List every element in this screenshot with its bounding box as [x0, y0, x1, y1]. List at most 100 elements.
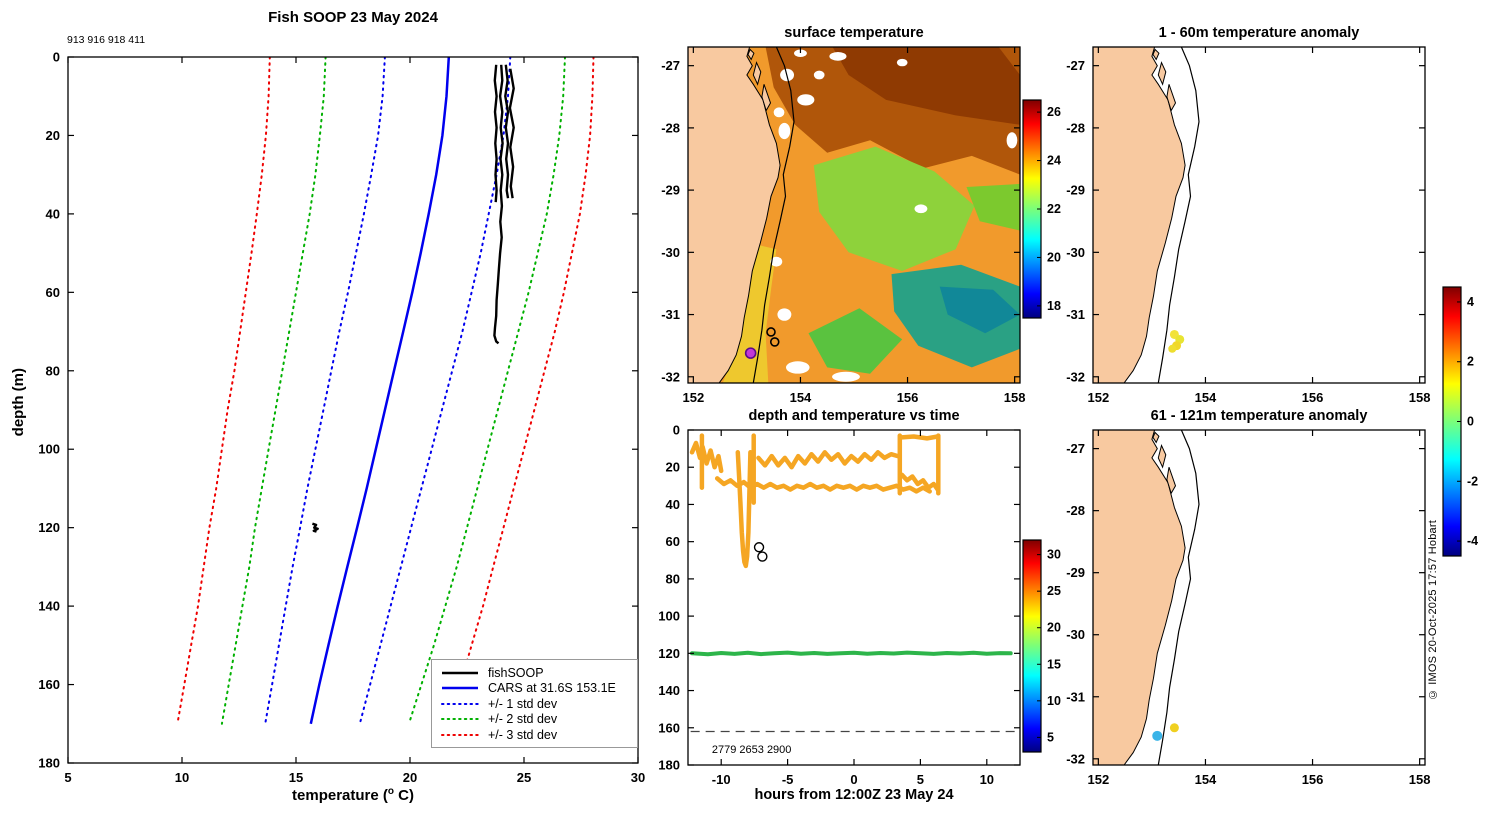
anom2-xtick-label: 156 [1302, 772, 1324, 787]
profile-xtick-label: 30 [631, 770, 645, 785]
cb_dt-colorbar [1022, 539, 1042, 753]
cb_anom-tick-label: 2 [1467, 355, 1474, 369]
legend-item: CARS at 31.6S 153.1E [440, 681, 629, 696]
anom1-ytick-label: -27 [1066, 58, 1085, 73]
cb_anom-tick-label: -2 [1467, 474, 1478, 488]
sst-region [813, 146, 975, 271]
island [1166, 467, 1177, 495]
dt-ytick-label: 160 [658, 720, 680, 735]
legend-item: fishSOOP [440, 665, 629, 680]
anom2-ytick-label: -28 [1066, 503, 1085, 518]
sst-region [808, 308, 903, 374]
anom1-ytick-label: -30 [1066, 245, 1085, 260]
profile-ytick-label: 120 [38, 520, 60, 535]
profile-xtick-label: 15 [289, 770, 303, 785]
island [747, 48, 755, 61]
profile-xtick-label: 10 [175, 770, 189, 785]
cb_sst-tick-label: 18 [1047, 299, 1061, 313]
cloud-gap [770, 256, 783, 267]
sst-marker [766, 327, 776, 337]
anom1-ytick-label: -31 [1066, 307, 1085, 322]
island [752, 61, 762, 86]
sst-ytick-label: -32 [661, 369, 680, 384]
dt-xtick-label: -5 [782, 772, 794, 787]
sst-ytick-label: -30 [661, 245, 680, 260]
sst-region [832, 47, 1020, 125]
island [1166, 84, 1177, 112]
fishsoop-profile-line [508, 68, 515, 199]
anom2-ytick-label: -30 [1066, 627, 1085, 642]
anom1-xtick-label: 154 [1195, 390, 1217, 405]
profile-position-marker [753, 542, 765, 553]
profile-ytick-label: 40 [46, 206, 60, 221]
series-cars-mean [309, 57, 451, 725]
dt-xtick-label: 5 [917, 772, 924, 787]
depth-time-xlabel: hours from 12:00Z 23 May 24 [754, 787, 954, 803]
anom1-content [1093, 47, 1200, 383]
anom2-xtick-label: 152 [1088, 772, 1110, 787]
profile-ytick-label: 100 [38, 442, 60, 457]
legend-item: +/- 1 std dev [440, 696, 629, 711]
land-mass [1093, 47, 1186, 383]
anom2-ytick-label: -27 [1066, 441, 1085, 456]
shelf-contour [752, 47, 795, 383]
anom1-xtick-label: 156 [1302, 390, 1324, 405]
island [761, 84, 772, 112]
sst-content [688, 47, 1020, 383]
dt-content: 2779 2653 2900 [689, 433, 1018, 756]
dt-ytick-label: 40 [666, 497, 680, 512]
anomaly-shallow-title: 1 - 60m temperature anomaly [1158, 25, 1360, 41]
series-minus-2-std [220, 57, 327, 725]
legend-item: +/- 3 std dev [440, 727, 629, 742]
cb_dt-tick-label: 10 [1047, 694, 1061, 708]
profile-xtick-label: 5 [64, 770, 71, 785]
sst-ytick-label: -27 [661, 58, 680, 73]
series-minus-3-std [176, 57, 271, 725]
cloud-gap [777, 308, 792, 321]
profile-ytick-label: 20 [46, 128, 60, 143]
dt-ytick-label: 180 [658, 758, 680, 773]
legend-label: +/- 3 std dev [488, 727, 558, 742]
cloud-gap [813, 70, 825, 80]
anomaly-deep-title: 61 - 121m temperature anomaly [1150, 408, 1368, 424]
sst-ytick-label: -28 [661, 120, 680, 135]
profile-ytick-label: 180 [38, 756, 60, 771]
legend-label: +/- 1 std dev [488, 696, 558, 711]
anom2-ytick-label: -31 [1066, 689, 1085, 704]
cb_anom-tick-label: -4 [1467, 534, 1478, 548]
profile-ylabel: depth (m) [10, 368, 27, 437]
series-plus-3-std [447, 57, 595, 725]
cloud-gap [794, 49, 807, 57]
sst-xtick-label: 158 [1004, 390, 1026, 405]
anomaly-dot [1152, 730, 1163, 741]
legend: fishSOOP CARS at 31.6S 153.1E +/- 1 std de… [431, 659, 638, 748]
dt-ytick-label: 100 [658, 609, 680, 624]
surface-temperature-trace [689, 440, 724, 474]
shelf-contour [1157, 47, 1200, 383]
profile-xtick-label: 20 [403, 770, 417, 785]
sst-map-title: surface temperature [784, 25, 924, 41]
anom2-ytick-label: -32 [1066, 751, 1085, 766]
anomaly-dot [1168, 344, 1177, 353]
fishsoop-profile-line [493, 64, 498, 203]
land-mass [1093, 430, 1186, 765]
legend-line-sample [442, 686, 478, 690]
cloud-gap [785, 361, 810, 374]
anom1-ytick-label: -28 [1066, 120, 1085, 135]
legend-line-sample [442, 671, 478, 674]
series-plus-1-std [358, 57, 512, 725]
profile-xtick-label: 25 [517, 770, 531, 785]
cloud-gap [778, 122, 791, 140]
anom1-xtick-label: 152 [1088, 390, 1110, 405]
shelf-contour [1157, 430, 1200, 765]
legend-line-sample [441, 702, 479, 705]
cb_sst-tick-label: 20 [1047, 250, 1061, 264]
sst-marker [769, 337, 780, 347]
profile-ytick-label: 160 [38, 677, 60, 692]
series-plus-2-std [407, 57, 566, 725]
island [1152, 431, 1160, 444]
anom2-content [1093, 430, 1200, 765]
cb_sst-tick-label: 22 [1047, 202, 1061, 216]
dt-xtick-label: 0 [850, 772, 857, 787]
